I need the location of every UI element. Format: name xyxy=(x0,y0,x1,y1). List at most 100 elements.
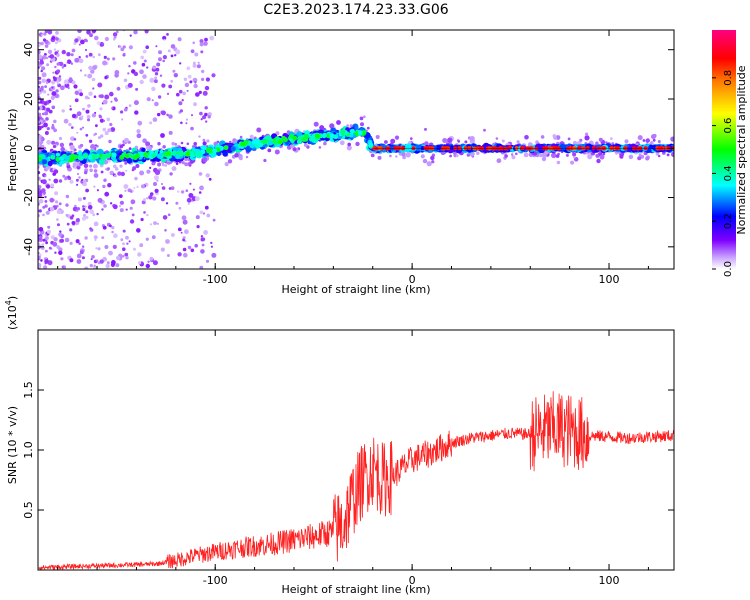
snr-series-line xyxy=(38,391,674,570)
spectrogram-noise-point xyxy=(189,80,193,84)
spectrogram-noise-point xyxy=(42,112,45,116)
spectrogram-noise-point xyxy=(90,69,95,74)
spectrogram-halo-point xyxy=(256,127,262,133)
spectrogram-noise-point xyxy=(205,173,210,178)
spectrogram-halo-point xyxy=(70,150,73,153)
spectrogram-noise-point xyxy=(67,59,72,64)
spectrogram-noise-point xyxy=(49,197,55,203)
spectrogram-halo-point xyxy=(206,139,210,143)
spectrogram-noise-point xyxy=(48,99,52,103)
spectrogram-noise-point xyxy=(61,66,65,69)
spectrogram-noise-point xyxy=(58,179,63,183)
spectrogram-halo-point xyxy=(346,124,349,127)
spectrogram-noise-point xyxy=(125,169,128,172)
spectrogram-halo-point xyxy=(670,136,674,142)
spectrogram-noise-point xyxy=(174,54,177,57)
spectrogram-noise-point xyxy=(85,188,89,193)
spectrogram-noise-point xyxy=(122,242,125,246)
spectrogram-noise-point xyxy=(56,49,60,53)
spectrogram-noise-point xyxy=(58,247,63,252)
spectrogram-noise-point xyxy=(110,127,116,132)
spectrogram-noise-point xyxy=(129,219,135,224)
spectrogram-noise-point xyxy=(78,58,84,64)
spectrogram-peak-point xyxy=(340,130,346,136)
spectrogram-noise-point xyxy=(68,77,73,81)
spectrogram-noise-point xyxy=(113,97,118,101)
spectrogram-halo-point xyxy=(84,170,88,175)
spectrogram-noise-point xyxy=(136,133,142,139)
spectrogram-noise-point xyxy=(77,173,79,175)
spectrogram-halo-point xyxy=(145,141,151,147)
spectrogram-peak-point xyxy=(101,155,106,161)
spectrogram-noise-point xyxy=(52,71,55,74)
spectrogram-noise-point xyxy=(121,254,125,258)
spectrogram-noise-point xyxy=(56,62,60,66)
spectrogram-noise-point xyxy=(171,233,175,237)
spectrogram-halo-point xyxy=(424,141,429,146)
spectrogram-halo-point xyxy=(504,154,508,158)
figure-title: C2E3.2023.174.23.33.G06 xyxy=(263,2,448,18)
spectrogram-noise-point xyxy=(140,217,144,222)
spectrogram-peak-point xyxy=(151,153,157,158)
spectrogram-noise-point xyxy=(205,259,210,263)
spectrogram-noise-point xyxy=(38,209,42,213)
spectrogram-noise-point xyxy=(180,121,183,125)
spectrogram-noise-point xyxy=(173,73,178,78)
spectrogram-halo-point xyxy=(329,123,335,129)
spectrogram-noise-point xyxy=(78,176,81,179)
spectrogram-noise-point xyxy=(157,112,161,117)
spectrogram-noise-point xyxy=(41,33,44,37)
spectrogram-peak-point xyxy=(357,130,363,136)
spectrogram-noise-point xyxy=(61,49,66,55)
spectrogram-noise-point xyxy=(140,55,144,60)
spectrogram-noise-point xyxy=(177,227,182,232)
spectrogram-noise-point xyxy=(66,222,70,226)
spectrogram-noise-point xyxy=(82,196,86,200)
spectrogram-noise-point xyxy=(38,176,41,180)
spectrogram-noise-point xyxy=(195,215,200,220)
spectrogram-halo-point xyxy=(234,153,239,158)
spectrogram-noise-point xyxy=(83,214,86,217)
spectrogram-noise-point xyxy=(104,36,109,42)
spectrogram-peak-point xyxy=(277,139,283,145)
spectrogram-halo-point xyxy=(390,138,396,144)
spectrogram-halo-point xyxy=(420,154,425,159)
spectrogram-noise-point xyxy=(79,69,83,72)
spectrogram-noise-point xyxy=(46,139,52,145)
spectrogram-halo-point xyxy=(93,163,98,169)
spectrogram-halo-point xyxy=(53,169,58,174)
spectrogram-noise-point xyxy=(178,89,183,94)
spectrogram-noise-point xyxy=(83,38,88,42)
spectrogram-noise-point xyxy=(127,82,133,88)
spectrogram-noise-point xyxy=(90,258,93,261)
spectrogram-noise-point xyxy=(85,133,89,137)
spectrogram-point xyxy=(230,146,236,152)
spectrogram-noise-point xyxy=(126,242,129,245)
spectrogram-noise-point xyxy=(41,72,47,78)
spectrogram-halo-point xyxy=(598,137,603,142)
spectrogram-noise-point xyxy=(44,30,49,33)
bottom-x-tick-label: 100 xyxy=(599,574,620,587)
spectrogram-noise-point xyxy=(212,218,216,222)
spectrogram-panel: -100 0 100 -40 -20 0 20 40 Height of straight … xyxy=(6,29,675,296)
spectrogram-noise-point xyxy=(51,86,54,89)
spectrogram-point xyxy=(436,144,442,151)
spectrogram-noise-point xyxy=(104,131,109,136)
spectrogram-noise-point xyxy=(142,49,147,54)
spectrogram-noise-point xyxy=(123,78,128,83)
spectrogram-point xyxy=(354,125,359,130)
spectrogram-noise-point xyxy=(111,226,115,230)
spectrogram-noise-point xyxy=(82,207,86,212)
spectrogram-noise-point xyxy=(179,62,182,65)
spectrogram-noise-point xyxy=(54,191,59,196)
spectrogram-noise-point xyxy=(167,213,171,217)
spectrogram-noise-point xyxy=(114,73,119,78)
spectrogram-noise-point xyxy=(210,241,213,245)
spectrogram-noise-point xyxy=(107,128,112,133)
spectrogram-halo-point xyxy=(186,142,190,146)
top-x-tick-label: 0 xyxy=(409,273,416,286)
spectrogram-noise-point xyxy=(206,213,211,218)
spectrogram-noise-point xyxy=(179,109,183,113)
spectrogram-noise-point xyxy=(69,179,74,184)
spectrogram-noise-point xyxy=(89,209,94,214)
